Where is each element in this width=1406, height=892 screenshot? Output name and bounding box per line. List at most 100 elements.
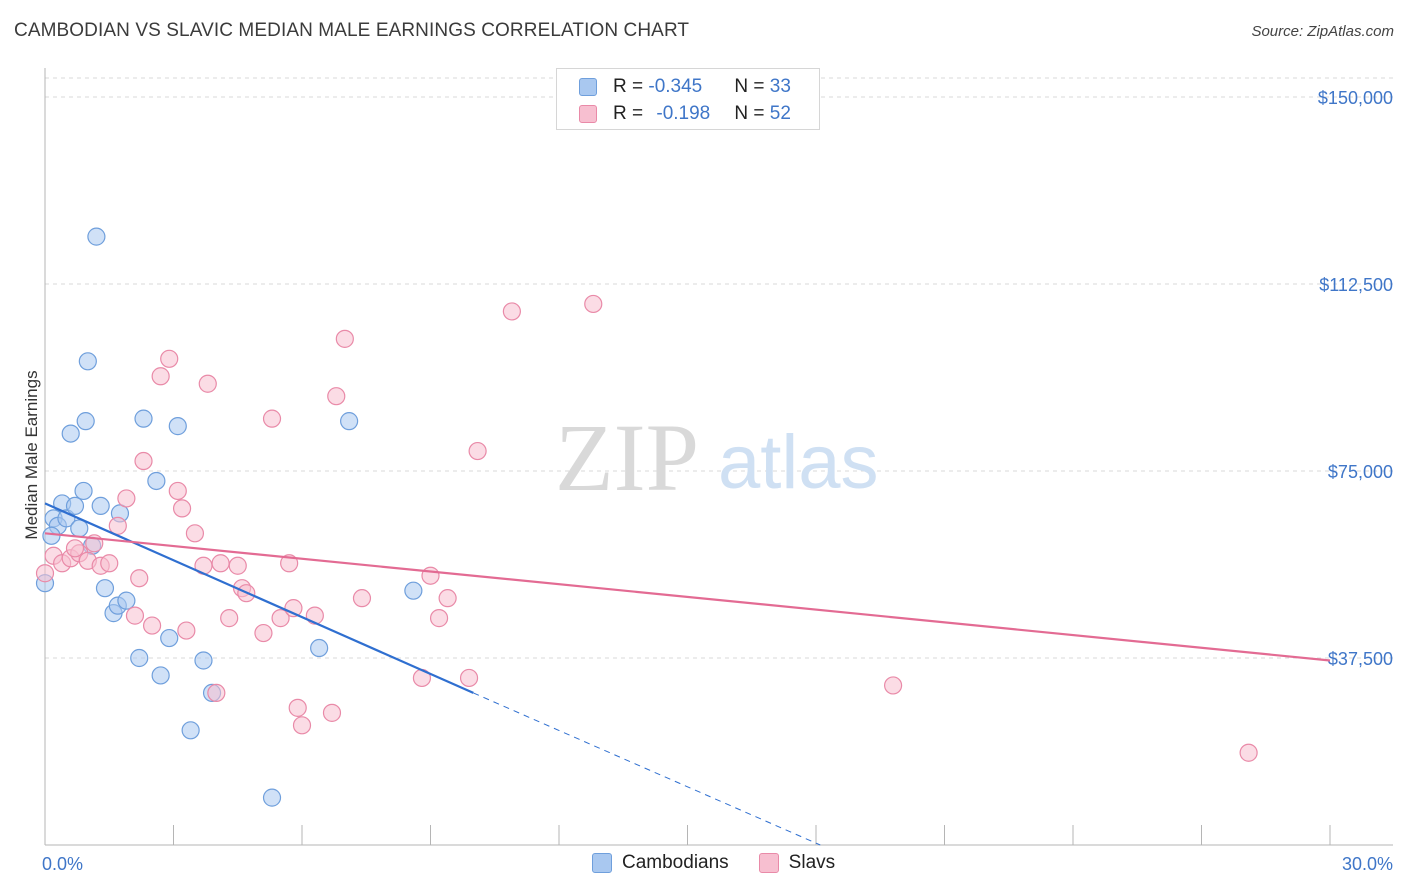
point-slavs xyxy=(254,623,273,643)
point-cambodians xyxy=(61,424,80,443)
point-cambodians xyxy=(168,417,187,436)
point-slavs xyxy=(168,481,187,501)
tick-labels: $37,500 $75,000 $112,500 $150,000 0.0% 30.0% xyxy=(42,88,1393,874)
legend-r-label: R = xyxy=(613,76,649,97)
point-slavs xyxy=(108,516,127,535)
point-slavs xyxy=(185,524,205,543)
legend-label-cambodians: Cambodians xyxy=(622,852,729,873)
point-slavs xyxy=(352,589,372,608)
legend-item-cambodians[interactable]: Cambodians xyxy=(592,852,729,874)
source-label: Source: ZipAtlas.com xyxy=(1251,23,1394,40)
chart-title: CAMBODIAN VS SLAVIC MEDIAN MALE EARNINGS… xyxy=(14,20,690,41)
trend-extension-cambodians xyxy=(473,692,821,846)
point-slavs xyxy=(305,606,324,625)
point-slavs xyxy=(322,703,342,722)
point-slavs xyxy=(100,554,119,573)
point-slavs xyxy=(125,606,145,625)
point-slavs xyxy=(130,569,149,588)
point-cambodians xyxy=(130,648,149,668)
x-tick-label: 0.0% xyxy=(42,854,83,874)
point-cambodians xyxy=(181,721,200,740)
point-slavs xyxy=(35,564,55,583)
point-slavs xyxy=(228,556,247,575)
point-slavs xyxy=(151,367,170,386)
point-slavs xyxy=(883,676,903,695)
point-slavs xyxy=(335,329,354,348)
legend-n-label: N = xyxy=(734,103,770,124)
point-cambodians xyxy=(65,496,85,516)
watermark: ZIP atlas xyxy=(555,404,879,511)
legend-swatch-slavs xyxy=(758,853,779,873)
point-slavs xyxy=(459,668,479,688)
legend-n-value: 33 xyxy=(769,76,791,97)
legend-swatch-slavs xyxy=(579,105,597,123)
legend-row-slavs: R = -0.198 N = 52 xyxy=(579,102,791,126)
point-slavs xyxy=(211,554,230,573)
point-slavs xyxy=(65,539,85,558)
point-slavs xyxy=(584,294,603,314)
point-cambodians xyxy=(310,638,329,658)
axes xyxy=(44,68,1393,846)
legend-r-label: R = xyxy=(613,103,649,124)
y-tick-label: $37,500 xyxy=(1328,649,1393,669)
point-slavs xyxy=(1239,743,1258,762)
point-slavs xyxy=(134,451,153,471)
point-slavs xyxy=(207,683,226,703)
point-cambodians xyxy=(404,581,423,600)
point-slavs xyxy=(117,489,136,508)
point-cambodians xyxy=(340,412,359,431)
point-slavs xyxy=(292,716,312,735)
point-slavs xyxy=(160,349,179,368)
watermark-atlas: atlas xyxy=(718,420,879,505)
point-slavs xyxy=(438,589,457,608)
point-slavs xyxy=(288,698,307,717)
point-cambodians xyxy=(160,628,179,648)
trend-line-cambodians xyxy=(44,502,474,694)
correlation-legend: R = -0.345 N = 33 R = -0.198 N = 52 xyxy=(556,68,820,130)
point-slavs xyxy=(421,566,440,585)
watermark-zip: ZIP xyxy=(555,404,699,511)
point-cambodians xyxy=(87,227,106,246)
legend-n-value: 52 xyxy=(769,103,791,124)
point-slavs xyxy=(327,387,346,406)
legend-n-label: N = xyxy=(734,76,770,97)
point-cambodians xyxy=(74,481,93,501)
legend-label-slavs: Slavs xyxy=(788,852,836,873)
point-slavs xyxy=(172,499,192,518)
legend-r-value: -0.198 xyxy=(656,103,711,124)
point-cambodians xyxy=(134,409,153,428)
point-cambodians xyxy=(147,471,166,491)
legend-row-cambodians: R = -0.345 N = 33 xyxy=(579,75,791,99)
point-slavs xyxy=(468,441,487,461)
point-cambodians xyxy=(151,666,170,685)
point-cambodians xyxy=(262,788,282,807)
point-slavs xyxy=(142,616,162,635)
y-tick-label: $112,500 xyxy=(1319,275,1393,295)
point-cambodians xyxy=(76,412,95,431)
point-cambodians xyxy=(91,496,110,516)
point-cambodians xyxy=(42,526,61,545)
point-slavs xyxy=(429,609,449,628)
x-tick-label: 30.0% xyxy=(1342,854,1393,874)
point-cambodians xyxy=(117,591,136,610)
y-axis-label: Median Male Earnings xyxy=(22,370,41,539)
point-cambodians xyxy=(194,651,213,670)
gridlines xyxy=(45,77,1395,659)
point-cambodians xyxy=(95,579,115,598)
legend-r-value: -0.345 xyxy=(648,76,703,97)
point-slavs xyxy=(220,609,239,628)
trend-lines xyxy=(44,502,1331,846)
legend-item-slavs[interactable]: Slavs xyxy=(758,852,836,874)
y-tick-label: $75,000 xyxy=(1328,462,1393,482)
point-slavs xyxy=(262,409,282,428)
legend-swatch-cambodians xyxy=(592,853,612,873)
point-slavs xyxy=(502,302,521,321)
data-points xyxy=(35,227,1258,807)
legend-swatch-cambodians xyxy=(579,78,597,96)
series-legend: Cambodians Slavs xyxy=(592,852,865,874)
point-slavs xyxy=(198,374,217,393)
point-slavs xyxy=(271,609,290,628)
point-slavs xyxy=(177,621,196,640)
y-tick-label: $150,000 xyxy=(1318,88,1393,108)
